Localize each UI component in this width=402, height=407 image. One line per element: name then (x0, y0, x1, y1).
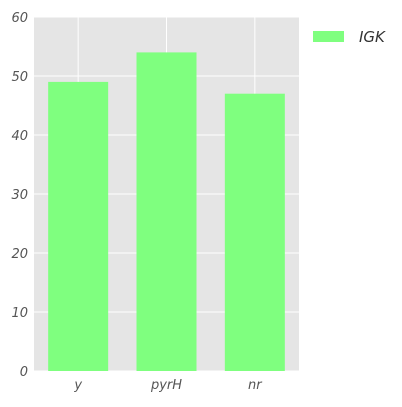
x-tick-label-pyrH: pyrH (150, 378, 182, 393)
y-tick-label-40: 40 (11, 129, 28, 144)
legend-label-igk: IGK (359, 28, 386, 46)
bar-y (48, 81, 109, 372)
x-tick-label-y: y (73, 378, 82, 393)
bars (48, 52, 285, 372)
y-tick-label-30: 30 (11, 188, 28, 203)
y-tick-label-0: 0 (20, 365, 28, 380)
legend-swatch-igk (313, 31, 344, 42)
bar-pyrH (136, 52, 197, 372)
x-axis-tick-labels: y pyrH nr (73, 378, 263, 393)
y-tick-label-10: 10 (11, 306, 28, 321)
x-tick-label-nr: nr (248, 378, 263, 393)
y-axis-tick-labels: 0 10 20 30 40 50 60 (11, 11, 28, 380)
legend: IGK (313, 28, 386, 46)
y-tick-label-50: 50 (11, 70, 28, 85)
bar-nr (224, 93, 285, 371)
y-tick-label-20: 20 (11, 247, 28, 262)
y-tick-label-60: 60 (11, 11, 28, 26)
